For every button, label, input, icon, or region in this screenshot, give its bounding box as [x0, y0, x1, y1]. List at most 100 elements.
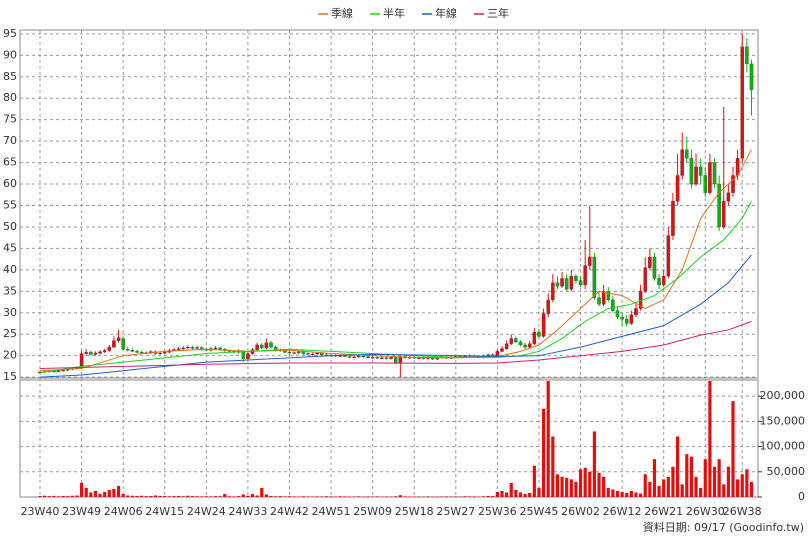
candle-body — [694, 166, 698, 185]
price-frame — [19, 29, 759, 379]
volume-bar — [731, 401, 735, 497]
volume-bar — [121, 493, 125, 497]
volume-bar — [514, 489, 518, 497]
candle-body — [246, 353, 250, 359]
volume-bar — [334, 496, 338, 497]
volume-bar — [153, 495, 158, 497]
volume-bar — [204, 496, 208, 497]
x-tick-label: 25W45 — [520, 505, 559, 518]
candle-body — [722, 201, 726, 228]
volume-bar — [324, 496, 329, 497]
volume-bar — [140, 495, 144, 497]
candle-body — [648, 256, 652, 268]
candle-body — [583, 265, 587, 286]
volume-bar — [574, 481, 578, 497]
y-tick-label: 75 — [3, 113, 17, 126]
volume-bar — [477, 496, 481, 497]
volume-bar — [625, 492, 629, 497]
candle-body — [264, 342, 269, 349]
volume-bar — [227, 496, 232, 497]
volume-bar — [79, 482, 84, 497]
legend-label: 半年 — [383, 6, 405, 20]
y-tick-label: 60 — [3, 177, 17, 190]
candle-body — [121, 338, 125, 350]
volume-bar — [523, 493, 527, 497]
volume-bar — [500, 490, 504, 497]
volume-bar — [431, 496, 435, 497]
candle-body — [389, 357, 393, 359]
candle-body — [176, 348, 181, 350]
volume-bar — [615, 490, 620, 497]
volume-bar — [338, 496, 342, 497]
candle-body — [546, 299, 550, 314]
y-tick-label: 20 — [3, 349, 17, 362]
volume-bar — [722, 484, 726, 497]
y-tick-label: 35 — [3, 284, 17, 297]
x-tick-label: 26W38 — [723, 505, 762, 518]
volume-bar — [250, 493, 255, 497]
volume-bar — [555, 474, 560, 497]
candle-body — [269, 342, 273, 348]
volume-bar — [398, 495, 402, 497]
volume-bar — [89, 492, 93, 497]
candle-body — [569, 276, 574, 290]
volume-bar — [671, 466, 675, 497]
volume-bar — [560, 476, 564, 497]
candle-body — [629, 314, 634, 324]
x-tick-label: 24W24 — [187, 505, 226, 518]
candle-body — [671, 201, 675, 236]
candle-body — [370, 357, 375, 359]
candle-body — [292, 352, 296, 354]
candle-body — [532, 331, 537, 344]
volume-bar — [366, 496, 370, 497]
volume-bar — [463, 496, 467, 497]
volume-bar — [652, 459, 657, 497]
candle-body — [675, 175, 680, 202]
volume-bar — [675, 436, 680, 497]
volume-bar — [237, 496, 241, 497]
candle-body — [500, 348, 504, 352]
volume-bar — [662, 479, 666, 497]
volume-bar — [495, 491, 499, 497]
y-tick-label: 150,000 — [760, 414, 806, 427]
candle-body — [564, 278, 569, 290]
candle-body — [560, 278, 564, 287]
volume-bar — [537, 487, 541, 497]
x-tick-label: 25W36 — [478, 505, 517, 518]
x-tick-label: 25W18 — [395, 505, 434, 518]
volume-bar — [357, 496, 361, 497]
volume-bar — [712, 466, 717, 497]
candle-body — [255, 344, 259, 350]
volume-bar — [569, 479, 573, 497]
candle-body — [537, 331, 541, 337]
volume-bar — [269, 495, 273, 497]
volume-bar — [458, 496, 463, 497]
candle-body — [195, 347, 199, 349]
candle-body — [703, 175, 708, 193]
y-tick-label: 80 — [3, 91, 17, 104]
volume-bar — [634, 492, 638, 497]
candle-body — [624, 319, 629, 324]
candle-body — [315, 352, 319, 355]
volume-bar — [70, 495, 74, 497]
volume-bar — [375, 496, 379, 497]
y-tick-label: 90 — [3, 48, 17, 61]
volume-bar — [565, 477, 569, 497]
candle-body — [116, 337, 121, 341]
candle-body — [523, 344, 527, 348]
candle-body — [347, 356, 352, 358]
volume-bar — [130, 495, 134, 497]
candle-body — [190, 346, 195, 349]
moving-average — [39, 320, 752, 370]
candle-body — [527, 343, 532, 348]
candle-body — [680, 149, 684, 176]
candle-body — [745, 46, 749, 65]
volume-bar — [209, 496, 213, 497]
candle-body — [601, 291, 606, 305]
x-tick-label: 24W06 — [104, 505, 143, 518]
candle-body — [384, 357, 389, 359]
volume-bar — [736, 479, 740, 497]
candle-body — [84, 352, 88, 354]
volume-bar — [61, 495, 65, 497]
volume-bar — [472, 496, 476, 497]
